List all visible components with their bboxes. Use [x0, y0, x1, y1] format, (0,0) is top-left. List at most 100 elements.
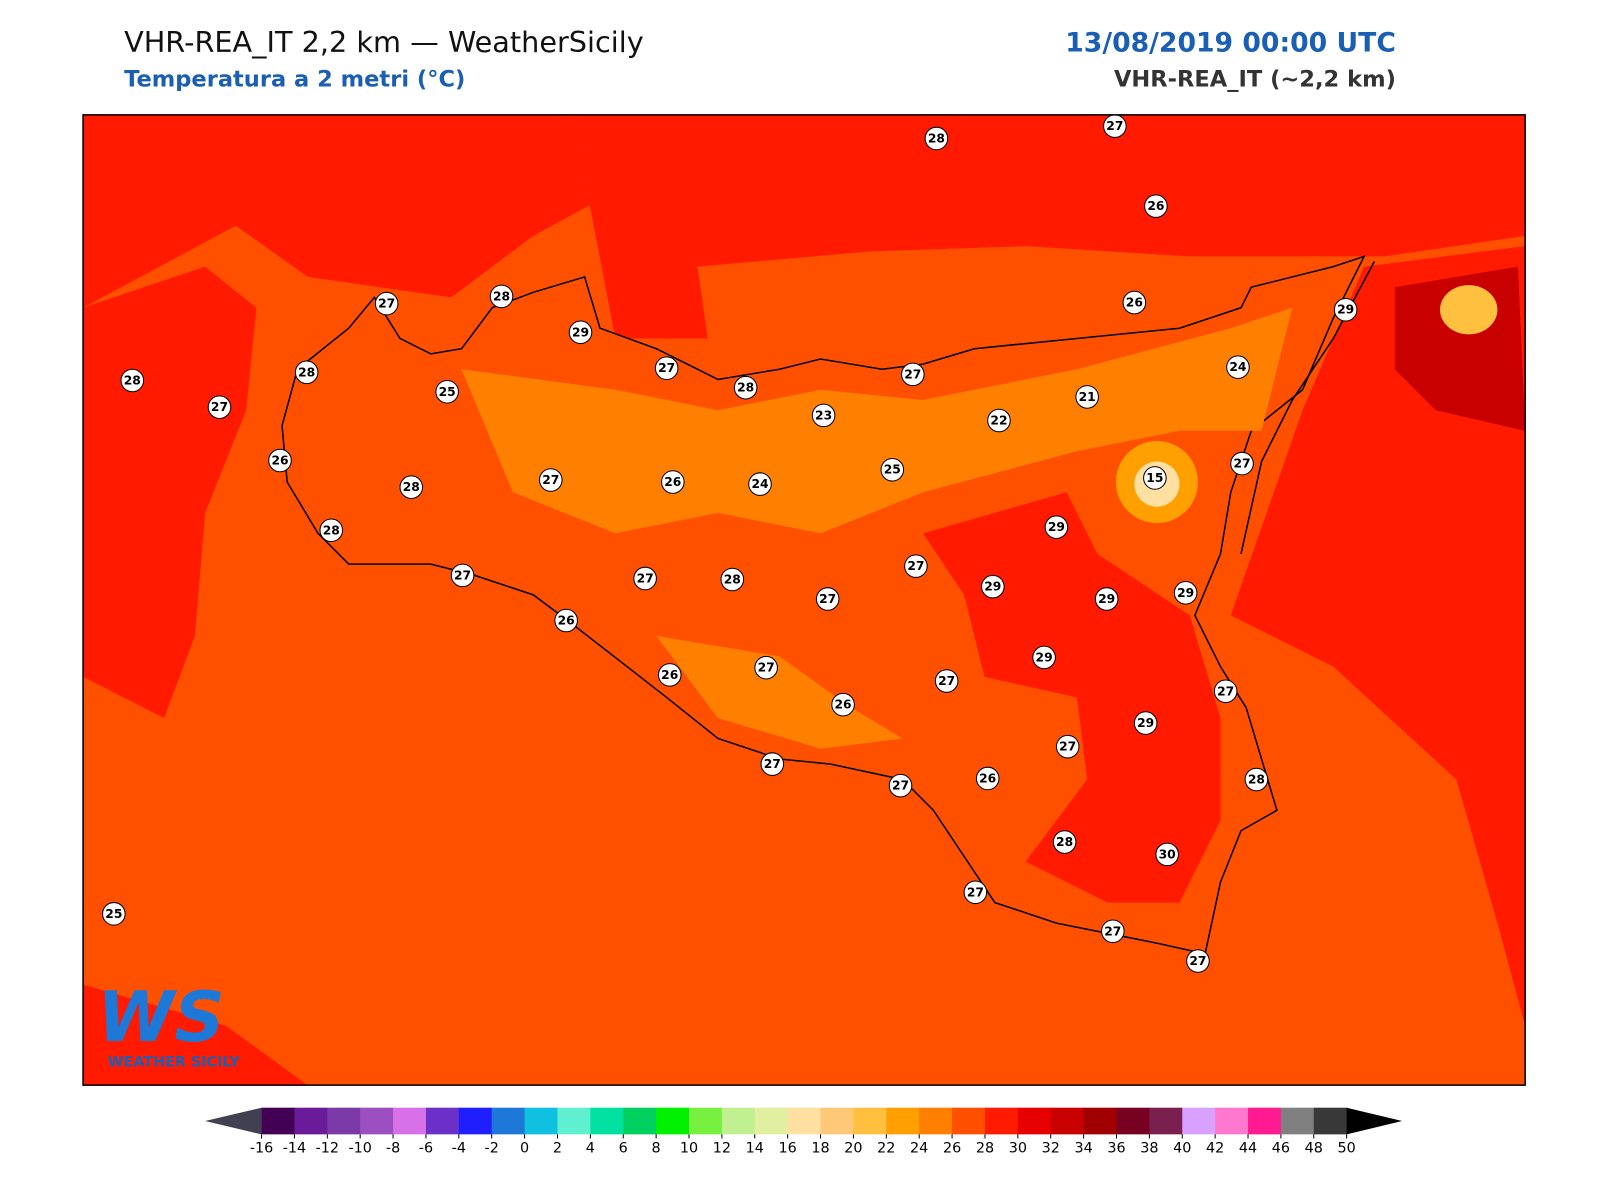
station-marker	[268, 448, 292, 473]
station: 26	[661, 470, 685, 494]
station-value: 29	[1137, 716, 1154, 730]
station: 26	[1122, 290, 1147, 315]
station-value: 28	[928, 131, 945, 145]
station-marker	[435, 380, 459, 404]
station-value: 28	[1056, 835, 1073, 849]
station-marker	[399, 475, 424, 499]
station-value: 26	[835, 698, 852, 712]
station-marker	[1230, 451, 1254, 476]
colorbar-label: 32	[1042, 1141, 1060, 1157]
colorbar-cell	[1313, 1107, 1348, 1135]
date: 13/08/2019 00:00 UTC	[1065, 28, 1396, 59]
station-marker	[1143, 466, 1167, 490]
station: 28	[1244, 767, 1269, 792]
station-value: 27	[938, 674, 955, 688]
station-marker	[981, 574, 1005, 599]
colorbar-cell	[557, 1107, 591, 1135]
colorbar-label: -12	[316, 1141, 339, 1157]
colorbar-cell	[1083, 1107, 1118, 1135]
station-marker	[963, 880, 988, 905]
colorbar-cell	[1116, 1107, 1150, 1135]
station-value: 27	[892, 779, 909, 793]
station-value: 27	[1104, 924, 1121, 938]
station: 26	[268, 448, 292, 473]
station: 27	[760, 752, 785, 776]
colorbar-label: -10	[348, 1141, 371, 1157]
station: 27	[934, 669, 959, 693]
station-marker	[924, 126, 949, 151]
colorbar-cell	[360, 1107, 394, 1135]
station: 27	[374, 291, 399, 316]
station: 27	[538, 468, 563, 492]
colorbar-cell	[754, 1107, 789, 1135]
station: 27	[815, 587, 840, 611]
station-value: 23	[815, 408, 832, 422]
colorbar-label: -14	[283, 1141, 306, 1157]
station-value: 22	[990, 414, 1007, 428]
station: 26	[831, 692, 855, 717]
station-marker	[568, 320, 593, 345]
station: 27	[654, 356, 679, 380]
station: 28	[319, 518, 344, 543]
station-marker	[207, 395, 232, 419]
colorbar: -16 -14 -12 -10 -8 -6 -4 -2 0 2 4 6 8 10 12 14 16 18 20 22 2…	[250, 1107, 1403, 1157]
station-value: 26	[558, 614, 575, 628]
station: 27	[1055, 734, 1080, 759]
colorbar-cell	[689, 1107, 723, 1135]
colorbar-label: 16	[779, 1141, 797, 1157]
station-marker	[1186, 949, 1210, 973]
station-marker	[888, 773, 913, 798]
station: 29	[1094, 587, 1119, 611]
station: 29	[1133, 711, 1158, 735]
station: 27	[1230, 451, 1254, 476]
station-marker	[489, 284, 514, 309]
map: 27 28 26 27 28 29 26 29 28 28 27 25 27 28 27 24 21 22 23 26…	[83, 114, 1526, 1086]
station-value: 29	[984, 580, 1001, 594]
subtitle: Temperatura a 2 metri (°C)	[124, 67, 465, 93]
station: 28	[399, 475, 424, 499]
colorbar-label: -2	[485, 1141, 499, 1157]
station-value: 28	[298, 365, 315, 379]
station-value: 27	[454, 568, 471, 582]
station-marker	[831, 692, 855, 717]
station-value: 24	[751, 477, 768, 491]
colorbar-label: 40	[1173, 1141, 1191, 1157]
colorbar-cell	[1182, 1107, 1216, 1135]
station-value: 26	[1147, 199, 1164, 213]
station: 28	[1052, 830, 1077, 854]
station-marker	[1122, 290, 1147, 315]
model: VHR-REA_IT (~2,2 km)	[1114, 67, 1396, 93]
colorbar-cell	[721, 1107, 756, 1135]
station-value: 29	[1048, 520, 1065, 534]
colorbar-cell	[919, 1107, 953, 1135]
colorbar-cell	[393, 1107, 427, 1135]
station: 28	[924, 126, 949, 151]
station: 27	[633, 566, 657, 591]
station-value: 26	[664, 475, 681, 489]
station: 27	[901, 362, 925, 387]
station: 28	[294, 360, 319, 385]
colorbar-label: 24	[910, 1141, 928, 1157]
station-marker	[633, 566, 657, 591]
colorbar-cell	[820, 1107, 854, 1135]
station-value: 29	[1036, 650, 1053, 664]
colorbar-cell	[590, 1107, 624, 1135]
station: 15	[1143, 466, 1167, 490]
stations: 27 28 26 27 28 29 26 29 28 28 27 25 27 28 27 24 21 22 23 26…	[102, 114, 1358, 973]
station-value: 28	[737, 381, 754, 395]
logo-mark: WS	[97, 977, 224, 1058]
station-marker	[657, 663, 682, 687]
station-value: 26	[1126, 296, 1143, 310]
colorbar-label: 44	[1239, 1141, 1257, 1157]
station-marker	[720, 567, 745, 592]
station: 26	[975, 766, 1000, 791]
station-value: 24	[1229, 360, 1246, 374]
colorbar-cell	[623, 1107, 657, 1135]
station-value: 28	[1248, 772, 1265, 786]
station-value: 27	[758, 661, 775, 675]
colorbar-label: 28	[976, 1141, 994, 1157]
title: VHR-REA_IT 2,2 km — WeatherSicily	[124, 25, 644, 59]
colorbar-cell	[1280, 1107, 1315, 1135]
